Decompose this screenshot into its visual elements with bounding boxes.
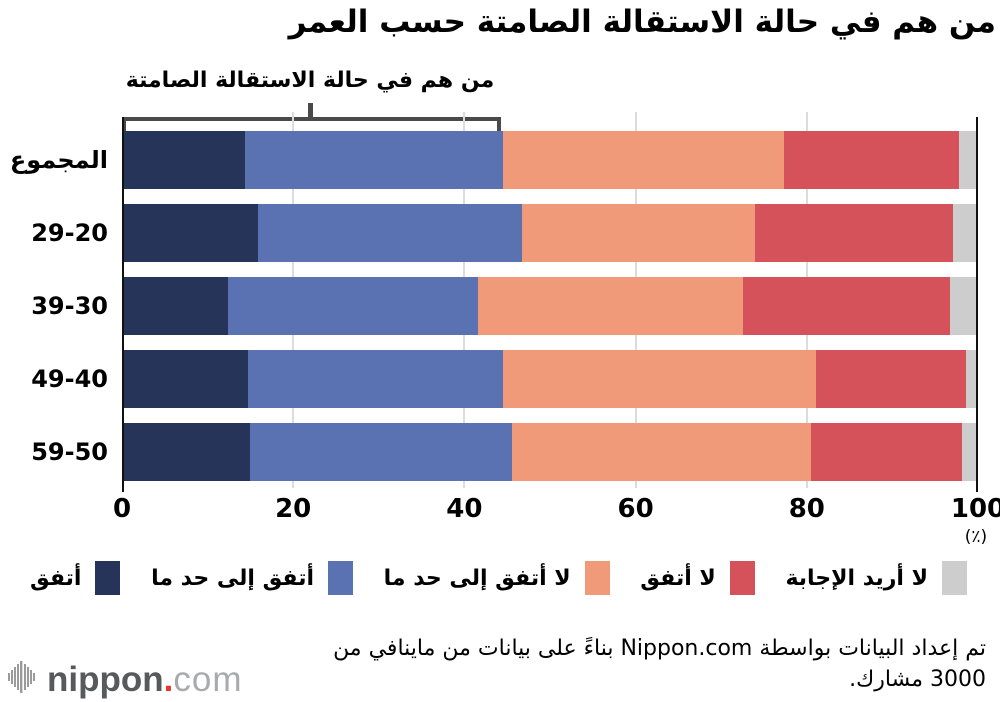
quiet-quitting-annotation: من هم في حالة الاستقالة الصامتة [125,68,495,93]
annotation-bracket [122,117,501,121]
x-tick-label: 20 [275,494,312,524]
annotation-bracket-right-tick [497,117,501,131]
bar-row [122,204,978,262]
bar-segment [502,131,784,189]
bar-segment [258,204,522,262]
legend: أتفق أتفق إلى حد ما لا أتفق إلى حد ما لا أت… [30,556,967,600]
x-tick-label: 100 [950,494,1000,524]
bar-segment [512,423,812,481]
source-note-line1: تم إعداد البيانات بواسطة Nippon.com بناء… [333,636,986,661]
annotation-bracket-stem [308,103,313,117]
legend-swatch [95,561,121,595]
x-tick-label: 80 [788,494,825,524]
bar-segment [122,277,229,335]
source-note-line2: 3000 مشارك. [849,667,986,692]
bar-segment [478,277,744,335]
legend-label: لا أتفق إلى حد ما [383,565,571,591]
legend-item: لا أتفق [640,561,755,595]
legend-label: أتفق إلى حد ما [151,565,315,591]
logo-dot: . [163,660,174,699]
bar-segment [743,277,950,335]
bar-segment [122,350,248,408]
bar-segment [783,131,960,189]
annotation-bracket-left-tick [122,117,126,131]
bar-segment [228,277,479,335]
source-note: تم إعداد البيانات بواسطة Nippon.com بناء… [333,633,986,695]
legend-swatch [328,561,354,595]
bar-segment [754,204,954,262]
legend-label: لا أريد الإجابة [785,565,928,591]
legend-label: لا أتفق [640,565,716,591]
page-title: من هم في حالة الاستقالة الصامتة حسب العم… [288,4,996,40]
bar-segment [965,350,978,408]
legend-swatch [729,561,755,595]
legend-swatch [584,561,610,595]
bar-segment [949,277,978,335]
category-label: 59-50 [31,438,108,466]
bar-segment [122,131,246,189]
bar-segment [122,423,250,481]
logo-word: nippon [47,660,164,699]
bar-row [122,277,978,335]
bar-segment [502,350,817,408]
soundwave-icon [8,661,35,693]
bar-segment [961,423,978,481]
legend-item: أتفق إلى حد ما [151,561,354,595]
axis-unit-label: (٪) [964,527,988,547]
legend-item: لا أتفق إلى حد ما [384,561,610,595]
category-label: 29-20 [31,219,108,247]
bar-segment [122,204,259,262]
legend-item: لا أريد الإجابة [785,561,967,595]
bar-segment [953,204,978,262]
legend-item: أتفق [30,561,121,595]
nippon-logo-text: nippon.com [47,660,243,699]
nippon-logo: nippon.com [8,658,243,699]
category-label: المجموع [9,146,108,174]
legend-label: أتفق [30,565,82,591]
bar-segment [247,350,503,408]
bar-row [122,423,978,481]
bar-segment [811,423,962,481]
logo-tld: com [173,660,243,699]
bar-segment [245,131,503,189]
category-label: 49-40 [31,365,108,393]
bar-row [122,131,978,189]
x-tick-label: 40 [446,494,483,524]
category-label: 39-30 [31,292,108,320]
axis-line [122,117,124,492]
legend-swatch [941,561,967,595]
bar-segment [816,350,966,408]
bar-row [122,350,978,408]
plot-area [122,112,978,492]
bar-segment [521,204,755,262]
bar-segment [959,131,978,189]
axis-line [976,117,978,492]
x-tick-label: 0 [112,494,132,524]
x-tick-label: 60 [617,494,654,524]
bar-segment [249,423,513,481]
